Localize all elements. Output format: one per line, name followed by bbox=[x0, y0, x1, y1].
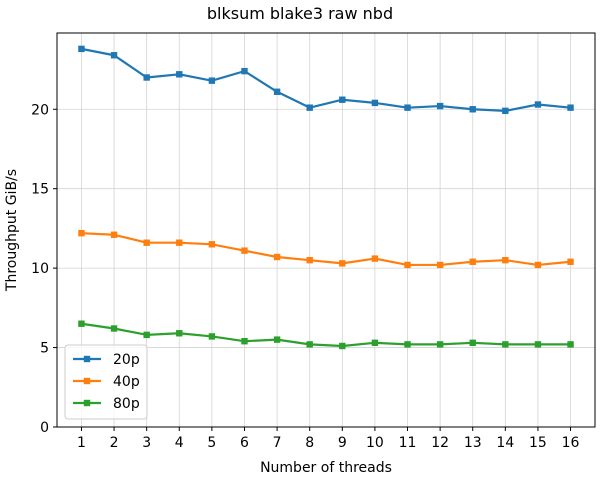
data-point bbox=[273, 253, 281, 261]
legend-item: 80p bbox=[73, 396, 140, 412]
x-tick-label: 13 bbox=[464, 435, 482, 451]
legend-marker bbox=[83, 355, 91, 363]
data-point bbox=[502, 107, 509, 115]
series-layer bbox=[78, 45, 574, 350]
chart-title: blksum blake3 raw nbd bbox=[207, 4, 393, 23]
x-tick-label: 2 bbox=[110, 435, 119, 451]
data-point bbox=[534, 101, 542, 108]
data-point bbox=[339, 96, 346, 103]
data-point bbox=[78, 229, 85, 237]
data-point bbox=[404, 261, 411, 269]
legend-marker bbox=[83, 377, 91, 385]
data-point bbox=[502, 256, 509, 264]
x-tick-label: 1 bbox=[77, 435, 86, 451]
x-tick-label: 9 bbox=[338, 435, 347, 451]
data-point bbox=[176, 71, 183, 78]
legend-marker bbox=[83, 399, 91, 407]
series-80p bbox=[78, 320, 574, 350]
data-point bbox=[241, 67, 248, 75]
data-point bbox=[371, 99, 379, 107]
data-point bbox=[436, 102, 444, 110]
legend-label: 40p bbox=[113, 374, 140, 390]
x-tick-label: 10 bbox=[366, 435, 384, 451]
x-tick-label: 14 bbox=[496, 435, 514, 451]
data-point bbox=[436, 261, 444, 269]
x-tick-label: 5 bbox=[207, 435, 216, 451]
data-point bbox=[469, 258, 476, 265]
data-point bbox=[339, 260, 346, 267]
legend: 20p 40p 80p bbox=[64, 344, 148, 420]
x-tick-label: 7 bbox=[273, 435, 282, 451]
series-line bbox=[81, 232, 571, 267]
series-20p bbox=[78, 45, 574, 115]
data-point bbox=[143, 74, 150, 81]
data-point bbox=[469, 106, 476, 113]
data-point bbox=[306, 104, 313, 111]
legend-item: 40p bbox=[73, 374, 140, 390]
y-tick-label: 20 bbox=[31, 102, 49, 118]
y-tick-label: 5 bbox=[40, 341, 49, 357]
data-point bbox=[110, 52, 118, 59]
x-tick-label: 4 bbox=[175, 435, 184, 451]
x-tick-label: 16 bbox=[562, 435, 580, 451]
data-point bbox=[208, 77, 216, 84]
data-point bbox=[371, 255, 379, 262]
data-point bbox=[502, 341, 509, 348]
data-point bbox=[306, 341, 313, 348]
data-point bbox=[534, 341, 542, 348]
x-tick-label: 15 bbox=[529, 435, 547, 451]
data-point bbox=[404, 104, 411, 111]
series-40p bbox=[78, 229, 574, 269]
data-point bbox=[110, 325, 118, 332]
y-axis-ticks: 0 5 10 15 20 bbox=[31, 102, 57, 436]
x-axis-label: Number of threads bbox=[260, 460, 392, 476]
data-point bbox=[273, 336, 281, 343]
data-point bbox=[78, 320, 85, 327]
data-point bbox=[469, 339, 476, 346]
data-point bbox=[241, 247, 248, 254]
data-point bbox=[176, 330, 183, 337]
data-point bbox=[143, 239, 150, 246]
data-point bbox=[534, 261, 542, 269]
plot-frame bbox=[56, 32, 596, 428]
x-tick-label: 12 bbox=[431, 435, 449, 451]
data-point bbox=[208, 333, 216, 340]
data-point bbox=[567, 341, 574, 348]
series-line bbox=[81, 322, 571, 348]
data-point bbox=[78, 45, 85, 53]
data-point bbox=[143, 331, 150, 339]
data-point bbox=[404, 341, 411, 348]
data-point bbox=[339, 342, 346, 350]
data-point bbox=[208, 241, 216, 248]
y-tick-label: 15 bbox=[31, 182, 49, 198]
x-tick-label: 6 bbox=[240, 435, 249, 451]
series-line bbox=[81, 47, 571, 112]
data-point bbox=[273, 88, 281, 95]
data-point bbox=[241, 338, 248, 345]
data-point bbox=[306, 256, 313, 264]
legend-label: 80p bbox=[113, 396, 140, 412]
data-point bbox=[567, 258, 574, 265]
legend-item: 20p bbox=[73, 352, 140, 368]
legend-label: 20p bbox=[113, 352, 140, 368]
y-tick-label: 10 bbox=[31, 261, 49, 277]
data-point bbox=[176, 239, 183, 246]
x-tick-label: 3 bbox=[142, 435, 151, 451]
data-point bbox=[110, 231, 118, 238]
y-tick-label: 0 bbox=[40, 420, 49, 436]
data-point bbox=[371, 339, 379, 346]
x-tick-label: 8 bbox=[305, 435, 314, 451]
y-axis-label: Throughput GiB/s bbox=[4, 169, 20, 292]
data-point bbox=[436, 341, 444, 348]
x-tick-label: 11 bbox=[399, 435, 417, 451]
x-axis-ticks: 1 2 3 4 5 6 7 8 9 10 11 12 13 14 15 16 bbox=[77, 427, 580, 451]
data-point bbox=[567, 104, 574, 111]
